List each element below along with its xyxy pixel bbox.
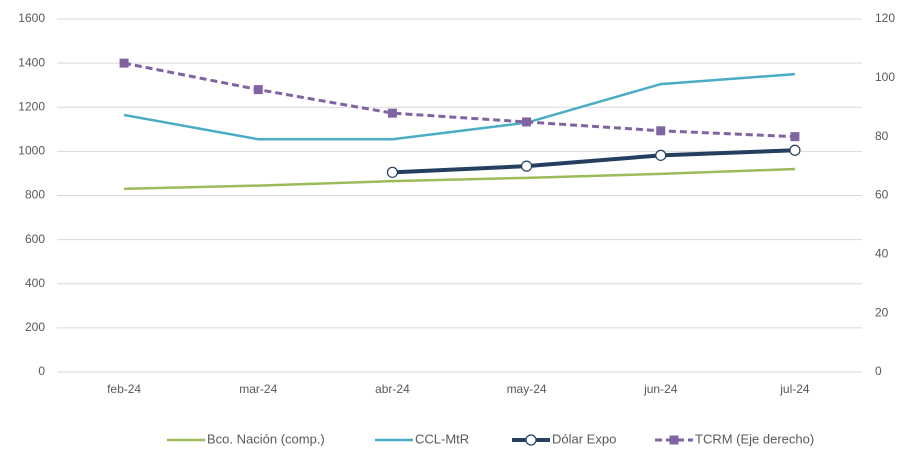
series-line [124, 167, 795, 191]
point [386, 166, 399, 178]
series-line [123, 72, 796, 141]
y-tick-label: 400 [25, 276, 45, 290]
x-tick-label: jun-24 [643, 382, 678, 396]
x-tick-label: mar-24 [239, 382, 277, 396]
point [790, 132, 800, 142]
y2-tick-label: 0 [875, 364, 882, 378]
legend-label: Bco. Nación (comp.) [207, 431, 325, 446]
y2-tick-label: 40 [875, 247, 889, 261]
legend-label: TCRM (Eje derecho) [695, 431, 814, 446]
x-tick-label: feb-24 [107, 382, 141, 396]
x-tick-label: abr-24 [375, 382, 410, 396]
y-tick-label: 1200 [18, 99, 45, 113]
y2-tick-label: 80 [875, 129, 889, 143]
y-tick-label: 600 [25, 232, 45, 246]
y-tick-label: 800 [25, 188, 45, 202]
x-tick-label: may-24 [507, 382, 547, 396]
y-tick-label: 1000 [18, 144, 45, 158]
point [789, 144, 801, 156]
point [655, 149, 667, 161]
legend-label: Dólar Expo [552, 431, 616, 446]
y2-tick-label: 100 [875, 70, 895, 84]
legend-label: CCL-MtR [415, 431, 469, 446]
point [522, 117, 532, 127]
y2-tick-label: 60 [875, 188, 889, 202]
series-line [123, 61, 795, 139]
point [253, 85, 263, 95]
y2-tick-label: 120 [875, 11, 895, 25]
series-line [392, 148, 795, 175]
y-tick-label: 1400 [18, 55, 45, 69]
point [119, 58, 129, 68]
point [387, 108, 397, 118]
y-tick-label: 1600 [18, 11, 45, 25]
y-tick-label: 0 [38, 364, 45, 378]
point [669, 435, 679, 445]
x-tick-label: jul-24 [779, 382, 810, 396]
point [656, 126, 666, 136]
point [525, 434, 537, 446]
point [520, 160, 533, 172]
y2-tick-label: 20 [875, 305, 889, 319]
y-tick-label: 200 [25, 320, 45, 334]
